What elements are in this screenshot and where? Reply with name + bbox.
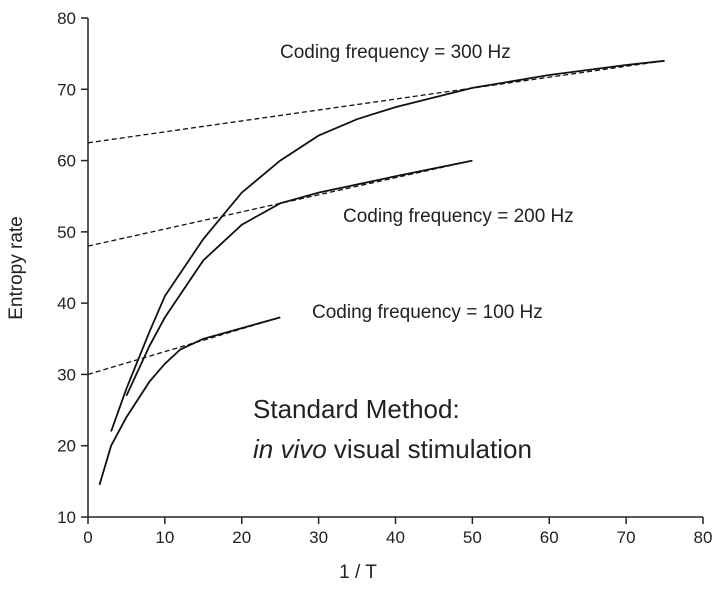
y-tick-label: 10: [57, 508, 76, 527]
fit-line: [87, 159, 473, 247]
fit-line: [87, 316, 281, 376]
curve-label: Coding frequency = 200 Hz: [343, 206, 574, 227]
y-tick-label: 60: [57, 152, 76, 171]
y-tick-label: 40: [57, 294, 76, 313]
x-tick-label: 30: [309, 528, 328, 547]
x-tick-label: 20: [232, 528, 251, 547]
x-axis-label: 1 / T: [339, 562, 377, 583]
curve-label: Coding frequency = 300 Hz: [280, 42, 511, 63]
curve: [125, 159, 473, 397]
curve-label: Coding frequency = 100 Hz: [312, 302, 543, 323]
y-tick-label: 70: [57, 80, 76, 99]
fit-line: [87, 60, 665, 144]
x-tick-label: 40: [386, 528, 405, 547]
x-tick-label: 80: [694, 528, 713, 547]
y-axis-label: Entropy rate: [6, 216, 27, 320]
x-tick-label: 10: [155, 528, 174, 547]
x-tick-label: 50: [463, 528, 482, 547]
annotation-rest: visual stimulation: [327, 434, 532, 464]
curve: [98, 316, 281, 486]
y-tick-label: 50: [57, 223, 76, 242]
x-tick-label: 70: [617, 528, 636, 547]
x-tick-label: 60: [540, 528, 559, 547]
y-tick-label: 80: [57, 9, 76, 28]
annotation-italic: in vivo: [253, 434, 327, 464]
annotation: Standard Method:: [253, 394, 460, 424]
annotation: in vivo visual stimulation: [253, 434, 532, 464]
y-tick-label: 30: [57, 365, 76, 384]
y-tick-label: 20: [57, 437, 76, 456]
x-tick-label: 0: [83, 528, 92, 547]
curve: [110, 59, 665, 432]
